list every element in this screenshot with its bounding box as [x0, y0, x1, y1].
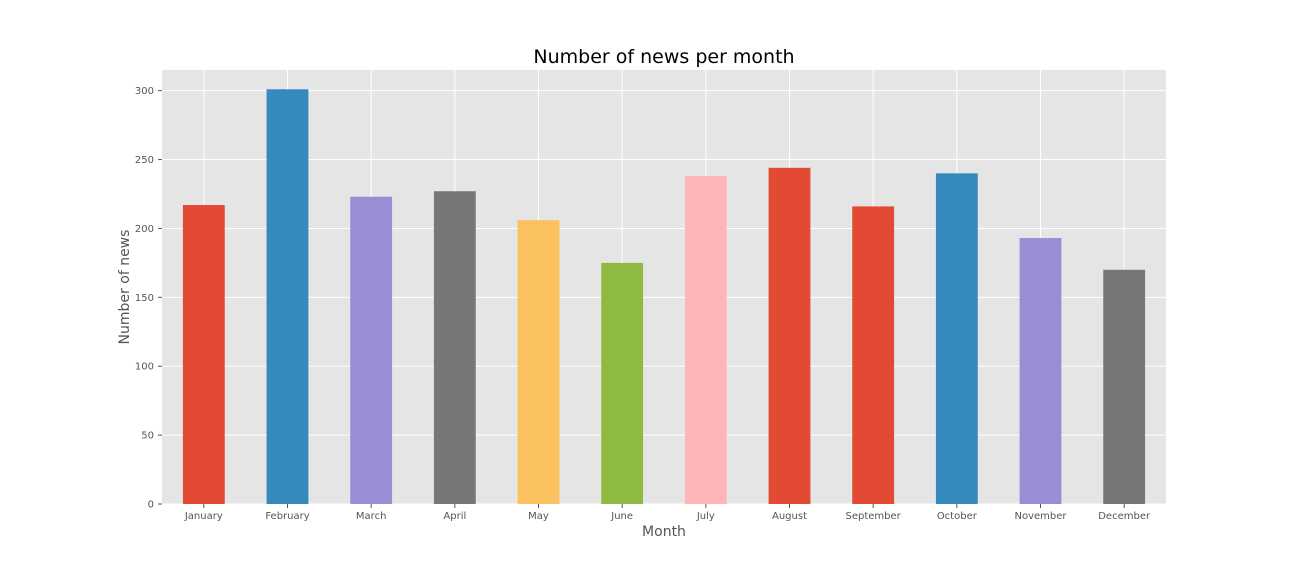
x-tick-label: November [1014, 511, 1067, 522]
bar-february [266, 89, 309, 505]
x-axis-ticks: January February March April May June July Augu… [184, 504, 1151, 522]
bar-october [935, 173, 978, 505]
y-tick-label: 150 [135, 293, 154, 304]
bar-august [768, 167, 811, 505]
bar-march [350, 196, 393, 504]
bar-april [433, 191, 476, 504]
x-tick-label: June [610, 511, 633, 522]
y-tick-label: 250 [135, 155, 154, 166]
x-tick-label: September [846, 511, 902, 522]
y-tick-label: 300 [135, 86, 154, 97]
x-tick-label: May [528, 511, 549, 522]
x-tick-label: October [937, 511, 978, 522]
bar-january [182, 205, 225, 504]
bar-september [852, 206, 895, 504]
bar-may [517, 220, 560, 504]
x-tick-label: January [184, 511, 223, 522]
bar-november [1019, 238, 1062, 505]
x-tick-label: July [696, 511, 715, 522]
x-axis-label: Month [642, 524, 686, 540]
y-tick-label: 200 [135, 224, 154, 235]
bar-december [1103, 269, 1146, 504]
x-tick-label: February [265, 511, 309, 522]
y-axis-ticks: 0 50 100 150 200 250 300 [135, 86, 162, 511]
x-tick-label: April [443, 511, 466, 522]
plot-background [162, 70, 1166, 504]
y-axis-label: Number of news [117, 230, 133, 345]
bars [182, 89, 1146, 505]
x-tick-label: August [772, 511, 807, 522]
chart-title: Number of news per month [533, 46, 794, 68]
bar-july [684, 176, 727, 505]
y-tick-label: 0 [148, 500, 154, 511]
x-tick-label: March [356, 511, 386, 522]
y-tick-label: 100 [135, 362, 154, 373]
y-tick-label: 50 [141, 431, 154, 442]
x-tick-label: December [1098, 511, 1151, 522]
bar-june [601, 262, 644, 504]
